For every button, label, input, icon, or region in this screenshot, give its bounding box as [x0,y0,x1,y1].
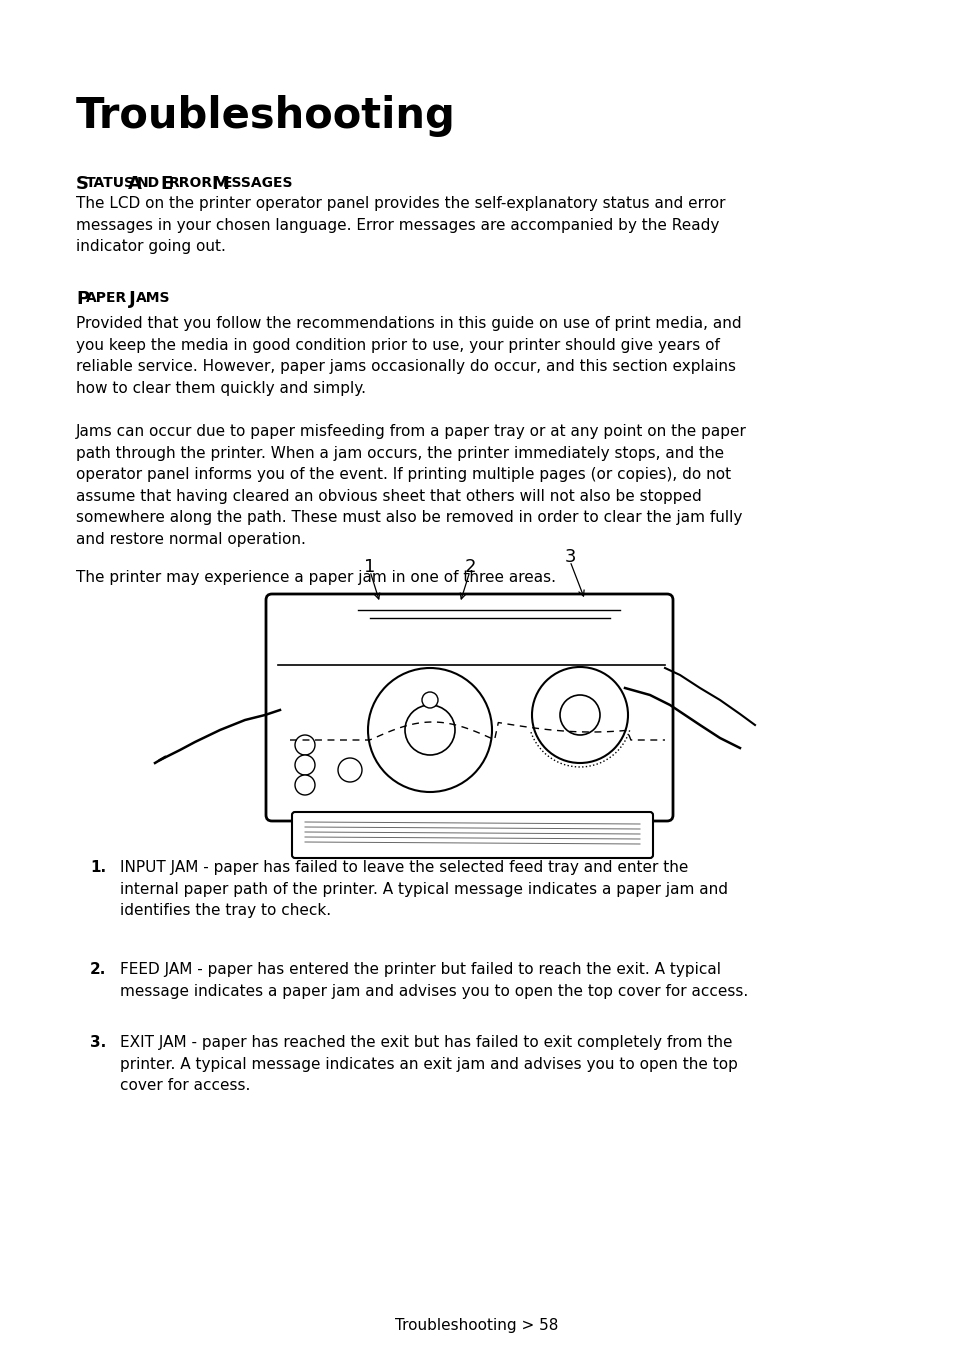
Circle shape [337,757,361,782]
Circle shape [368,668,492,792]
Text: ESSAGES: ESSAGES [223,176,294,190]
Text: INPUT JAM - paper has failed to leave the selected feed tray and enter the
inter: INPUT JAM - paper has failed to leave th… [120,860,727,918]
Text: RROR: RROR [169,176,213,190]
Text: 3: 3 [563,548,576,566]
Text: S: S [76,176,89,193]
Text: EXIT JAM - paper has reached the exit but has failed to exit completely from the: EXIT JAM - paper has reached the exit bu… [120,1035,737,1094]
Text: 2: 2 [464,558,476,576]
Text: FEED JAM - paper has entered the printer but failed to reach the exit. A typical: FEED JAM - paper has entered the printer… [120,963,747,999]
Text: APER: APER [86,292,127,305]
FancyBboxPatch shape [266,594,672,821]
Circle shape [294,755,314,775]
Circle shape [405,705,455,755]
Text: 2.: 2. [90,963,107,977]
Text: M: M [211,176,229,193]
Circle shape [294,775,314,795]
Text: Provided that you follow the recommendations in this guide on use of print media: Provided that you follow the recommendat… [76,316,740,396]
Text: The printer may experience a paper jam in one of three areas.: The printer may experience a paper jam i… [76,570,556,585]
Circle shape [559,695,599,734]
Text: 3.: 3. [90,1035,106,1050]
Text: 1.: 1. [90,860,106,875]
Text: TATUS: TATUS [86,176,135,190]
Text: The LCD on the printer operator panel provides the self-explanatory status and e: The LCD on the printer operator panel pr… [76,196,724,254]
Text: AMS: AMS [136,292,171,305]
Text: E: E [160,176,172,193]
Text: Jams can occur due to paper misfeeding from a paper tray or at any point on the : Jams can occur due to paper misfeeding f… [76,424,746,547]
Text: J: J [129,290,135,308]
Text: A: A [128,176,142,193]
FancyBboxPatch shape [292,811,652,859]
Circle shape [294,734,314,755]
Text: Troubleshooting: Troubleshooting [76,95,456,136]
Text: ND: ND [137,176,160,190]
Text: P: P [76,290,89,308]
Text: 1: 1 [364,558,375,576]
Circle shape [532,667,627,763]
Circle shape [421,693,437,707]
Text: Troubleshooting > 58: Troubleshooting > 58 [395,1318,558,1332]
